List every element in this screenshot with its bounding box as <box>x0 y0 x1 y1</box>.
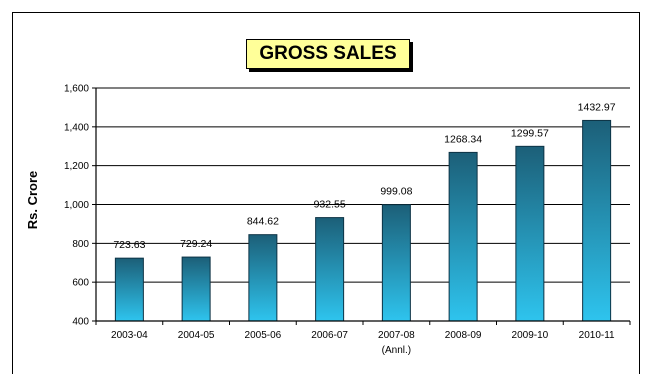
x-tick-label: 2003-04 <box>111 330 148 341</box>
data-label: 999.08 <box>380 186 412 198</box>
x-tick-label: 2007-08 <box>378 330 415 341</box>
bar <box>315 217 345 322</box>
data-label: 1432.97 <box>578 101 616 113</box>
data-label: 1299.57 <box>511 127 549 139</box>
bar <box>248 234 278 322</box>
bar <box>181 256 211 322</box>
x-tick-sublabel: (Annl.) <box>382 345 411 356</box>
y-tick-label: 800 <box>72 239 89 250</box>
x-tick-label: 2006-07 <box>311 330 348 341</box>
data-label: 1268.34 <box>444 133 482 145</box>
data-label: 723.63 <box>113 239 145 251</box>
chart-frame <box>12 12 640 374</box>
data-label: 729.24 <box>180 238 212 250</box>
axes <box>92 87 631 325</box>
bar <box>381 204 411 322</box>
x-tick-label: 2010-11 <box>579 330 615 341</box>
y-tick-label: 1,600 <box>64 84 89 95</box>
bars <box>114 119 612 322</box>
bar <box>448 151 478 322</box>
gridlines <box>96 87 630 283</box>
bar <box>582 119 612 322</box>
y-tick-label: 1,400 <box>64 122 89 133</box>
bar <box>515 145 545 322</box>
y-tick-label: 1,200 <box>64 161 89 172</box>
y-tick-label: 400 <box>72 317 89 328</box>
data-label: 844.62 <box>247 216 279 228</box>
y-tick-label: 600 <box>72 278 89 289</box>
x-tick-label: 2009-10 <box>512 330 549 341</box>
y-axis-label: Rs. Crore <box>25 171 40 230</box>
bar <box>114 257 144 322</box>
x-tick-label: 2005-06 <box>245 330 282 341</box>
data-label: 932.55 <box>314 199 346 211</box>
chart-title: GROSS SALES <box>246 39 410 69</box>
y-tick-label: 1,000 <box>64 200 89 211</box>
labels: 400 600 800 1,000 1,200 1,400 1,600 723.63 2003-… <box>64 84 616 357</box>
x-tick-label: 2008-09 <box>445 330 482 341</box>
x-tick-label: 2004-05 <box>178 330 215 341</box>
